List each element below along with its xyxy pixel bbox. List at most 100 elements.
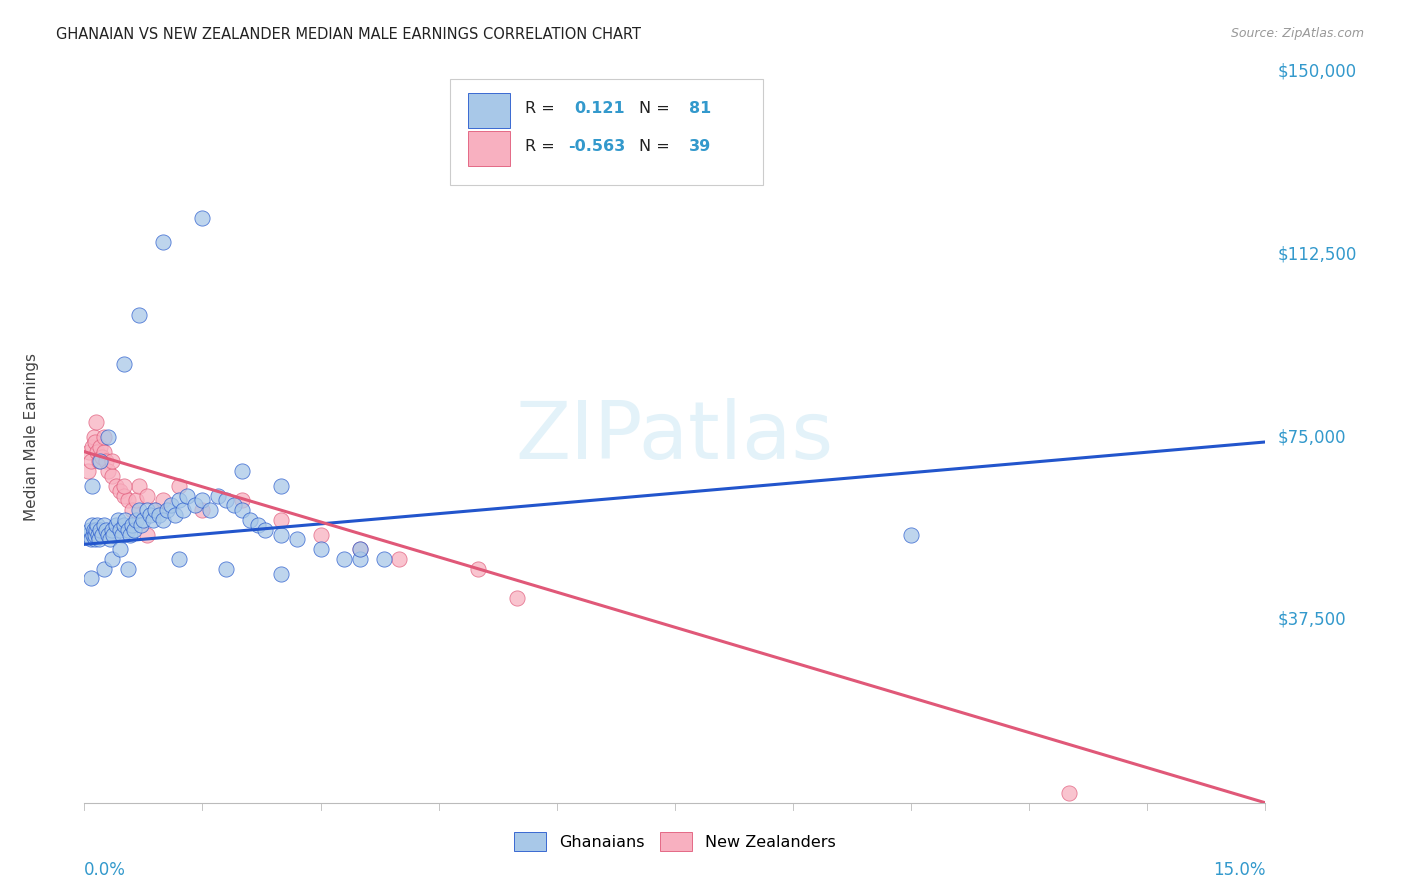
- Bar: [468, 131, 509, 167]
- Point: [94, 523, 117, 537]
- Point: [128, 308, 150, 322]
- Point: [270, 566, 292, 581]
- Point: [97, 430, 120, 444]
- FancyBboxPatch shape: [450, 78, 763, 185]
- Point: [373, 552, 395, 566]
- Point: [86, 517, 108, 532]
- Point: [148, 508, 170, 522]
- Text: Source: ZipAtlas.com: Source: ZipAtlas.com: [1230, 27, 1364, 40]
- Point: [900, 527, 922, 541]
- Point: [101, 469, 124, 483]
- Point: [254, 523, 277, 537]
- Point: [270, 513, 292, 527]
- Point: [142, 513, 165, 527]
- Point: [108, 542, 131, 557]
- Point: [136, 527, 159, 541]
- Point: [152, 513, 174, 527]
- Point: [84, 527, 107, 541]
- Point: [79, 523, 101, 537]
- Text: GHANAIAN VS NEW ZEALANDER MEDIAN MALE EARNINGS CORRELATION CHART: GHANAIAN VS NEW ZEALANDER MEDIAN MALE EA…: [56, 27, 641, 42]
- Point: [89, 523, 111, 537]
- Point: [107, 513, 129, 527]
- Point: [349, 542, 371, 557]
- Point: [183, 499, 205, 513]
- Point: [239, 513, 262, 527]
- Point: [117, 493, 139, 508]
- Point: [108, 483, 131, 498]
- Text: N =: N =: [640, 101, 671, 116]
- Point: [79, 572, 101, 586]
- Point: [117, 562, 139, 576]
- Point: [128, 479, 150, 493]
- Point: [89, 440, 111, 454]
- Text: ZIPatlas: ZIPatlas: [516, 398, 834, 476]
- Point: [79, 454, 101, 468]
- Point: [104, 479, 127, 493]
- Point: [93, 430, 115, 444]
- Point: [1057, 786, 1080, 800]
- Point: [200, 503, 222, 517]
- Point: [118, 527, 141, 541]
- Point: [215, 562, 238, 576]
- Point: [231, 503, 253, 517]
- Point: [231, 493, 253, 508]
- Text: 15.0%: 15.0%: [1213, 862, 1265, 880]
- Text: 0.121: 0.121: [575, 101, 626, 116]
- Point: [309, 527, 332, 541]
- Point: [89, 454, 111, 468]
- Point: [83, 430, 105, 444]
- Point: [270, 479, 292, 493]
- Point: [506, 591, 529, 605]
- Point: [132, 513, 155, 527]
- Point: [270, 527, 292, 541]
- Point: [128, 503, 150, 517]
- Point: [191, 493, 214, 508]
- Point: [152, 235, 174, 249]
- Point: [82, 517, 104, 532]
- Point: [93, 517, 115, 532]
- Point: [87, 533, 110, 547]
- Text: $150,000: $150,000: [1277, 62, 1357, 80]
- Text: 81: 81: [689, 101, 711, 116]
- Point: [76, 464, 98, 478]
- Point: [82, 479, 104, 493]
- Point: [143, 503, 166, 517]
- Point: [136, 489, 159, 503]
- Point: [121, 517, 143, 532]
- Point: [112, 357, 135, 371]
- Point: [124, 513, 146, 527]
- Point: [104, 517, 127, 532]
- Text: R =: R =: [524, 101, 554, 116]
- Point: [90, 450, 112, 464]
- Point: [96, 454, 118, 468]
- Point: [112, 489, 135, 503]
- Point: [87, 454, 110, 468]
- Point: [97, 527, 120, 541]
- Point: [101, 454, 124, 468]
- Point: [136, 503, 159, 517]
- Point: [101, 552, 124, 566]
- Text: Median Male Earnings: Median Male Earnings: [24, 353, 39, 521]
- Point: [83, 533, 105, 547]
- Point: [103, 527, 125, 541]
- Point: [83, 523, 105, 537]
- Point: [93, 562, 115, 576]
- Point: [129, 517, 152, 532]
- Point: [101, 523, 124, 537]
- Point: [90, 527, 112, 541]
- Text: 39: 39: [689, 139, 711, 154]
- Point: [98, 533, 121, 547]
- Point: [108, 523, 131, 537]
- Point: [191, 211, 214, 225]
- Point: [111, 527, 134, 541]
- Point: [215, 493, 238, 508]
- Point: [114, 513, 136, 527]
- Point: [231, 464, 253, 478]
- Point: [167, 493, 190, 508]
- Point: [97, 464, 120, 478]
- Point: [309, 542, 332, 557]
- Text: -0.563: -0.563: [568, 139, 626, 154]
- Point: [167, 479, 190, 493]
- Point: [156, 503, 179, 517]
- Point: [349, 552, 371, 566]
